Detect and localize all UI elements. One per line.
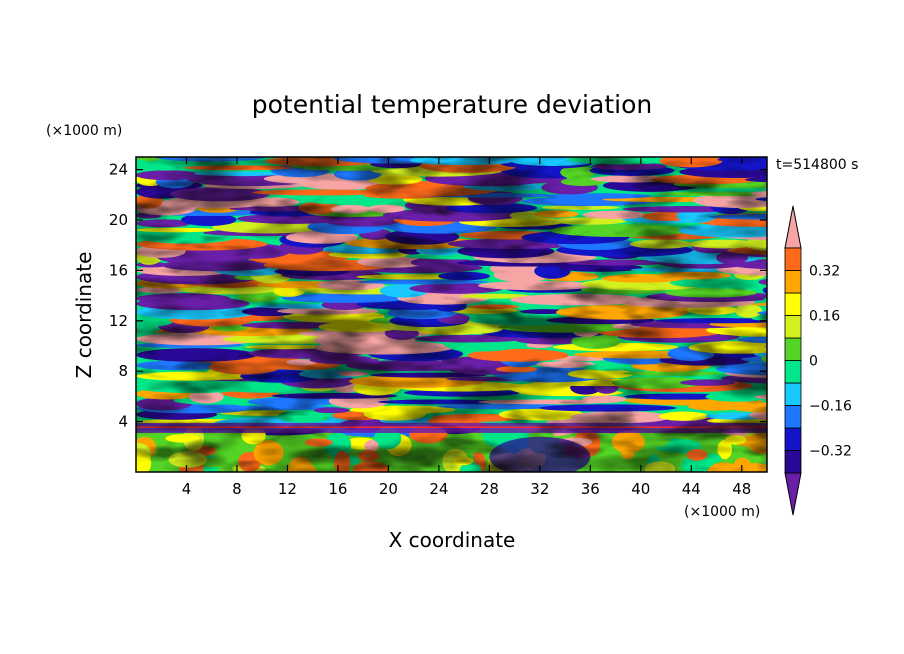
y-axis-unit: (×1000 m)	[46, 123, 122, 139]
colorbar-segment	[784, 405, 802, 429]
colorbar-segment	[784, 360, 802, 384]
field-cell	[765, 385, 767, 387]
y-tick-label: 12	[109, 312, 128, 330]
colorbar-segment	[784, 382, 802, 406]
colorbar-segment	[784, 270, 802, 294]
colorbar-tick-label: 0.32	[809, 264, 840, 280]
x-tick-label: 8	[232, 480, 242, 498]
x-tick-label: 48	[732, 480, 751, 498]
x-tick-label: 28	[480, 480, 499, 498]
colorbar-extend-top	[784, 205, 802, 249]
colorbar-tick-label: 0.16	[809, 309, 840, 325]
field-cell	[751, 302, 767, 307]
contour-field	[136, 157, 767, 472]
x-tick-label: 12	[278, 480, 297, 498]
colorbar: 0.32 0.16 0 −0.16 −0.32	[784, 205, 852, 516]
x-tick-label: 16	[328, 480, 347, 498]
colorbar-segment	[784, 315, 802, 339]
colorbar-segment	[784, 427, 802, 451]
y-tick-label: 20	[109, 211, 128, 229]
x-axis-label: X coordinate	[389, 528, 516, 552]
colorbar-extend-bottom	[784, 472, 802, 516]
colorbar-segment	[784, 337, 802, 361]
chart-title: potential temperature deviation	[252, 90, 652, 119]
y-axis-ticks: 4 8 12 16 20 24	[109, 161, 767, 431]
y-axis-label: Z coordinate	[72, 252, 96, 379]
field-cell	[766, 226, 767, 228]
colorbar-tick-label: −0.16	[809, 399, 852, 415]
y-tick-label: 8	[118, 362, 128, 380]
x-tick-label: 36	[581, 480, 600, 498]
y-tick-label: 4	[118, 413, 128, 431]
colorbar-tick-label: 0	[809, 354, 818, 370]
colorbar-segment	[784, 292, 802, 316]
x-axis-ticks: 4 8 12 16 20 24 28 32 36 40 44 48	[182, 157, 751, 498]
x-tick-label: 4	[182, 480, 192, 498]
plot-frame	[135, 156, 768, 473]
y-tick-label: 24	[109, 161, 128, 179]
time-label: t=514800 s	[776, 157, 858, 173]
x-axis-unit: (×1000 m)	[684, 504, 760, 520]
colorbar-tick-label: −0.32	[809, 444, 852, 460]
colorbar-segment	[784, 450, 802, 474]
y-tick-label: 16	[109, 261, 128, 279]
x-tick-label: 20	[379, 480, 398, 498]
x-tick-label: 32	[530, 480, 549, 498]
x-tick-label: 24	[429, 480, 448, 498]
colorbar-segment	[784, 247, 802, 271]
x-tick-label: 44	[682, 480, 701, 498]
field-cell	[763, 344, 767, 349]
x-tick-label: 40	[631, 480, 650, 498]
